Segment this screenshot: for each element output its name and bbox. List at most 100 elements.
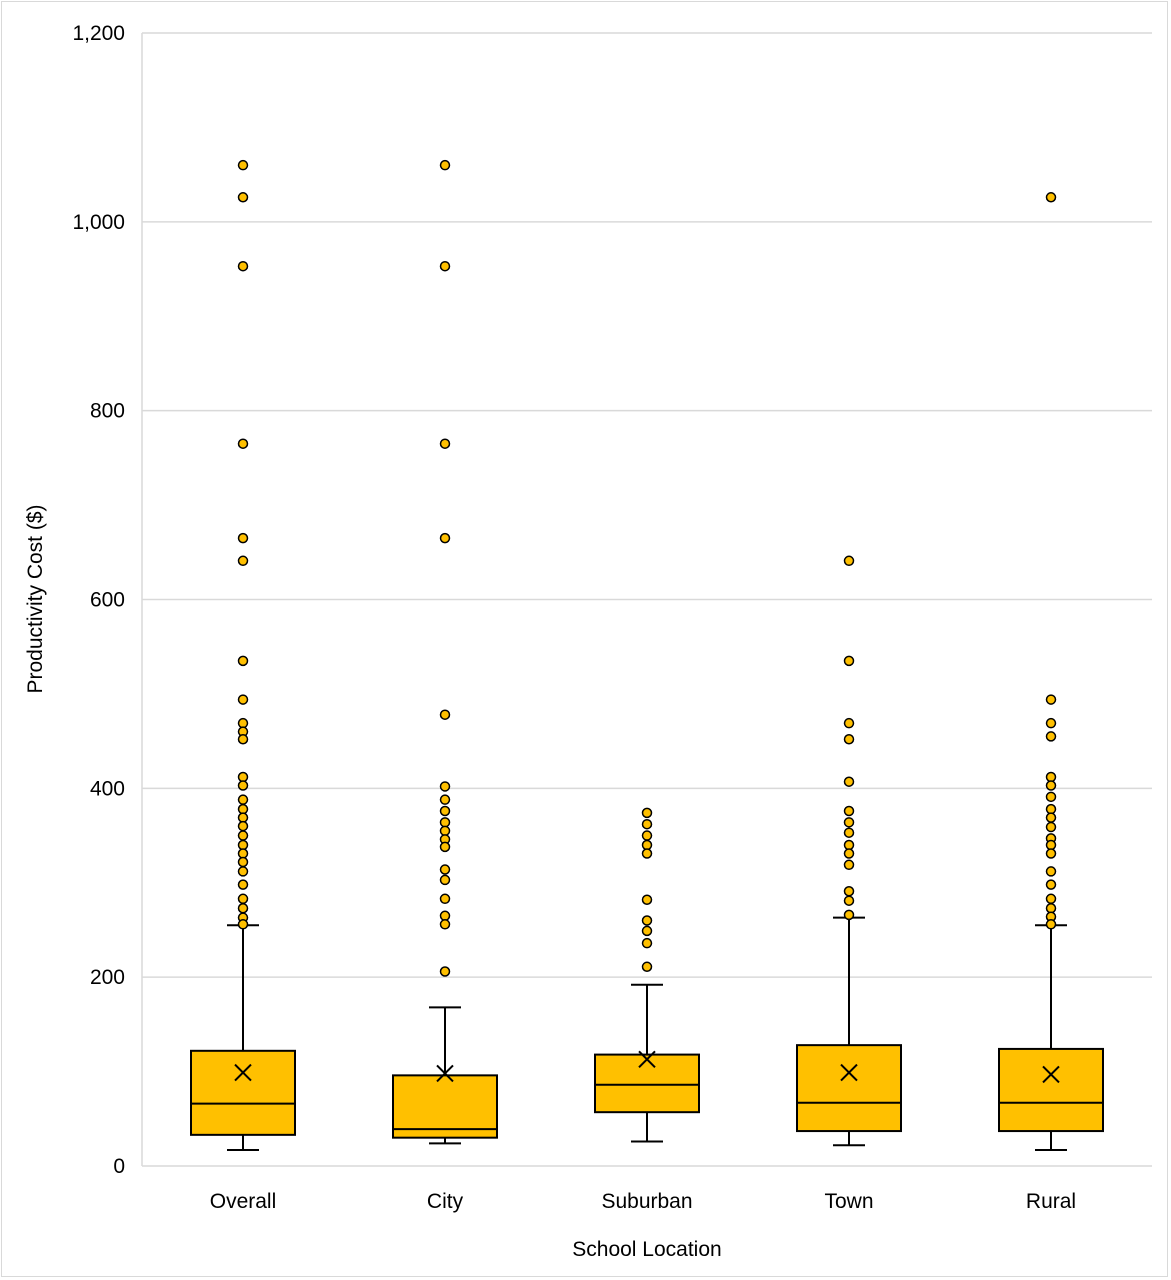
outlier-point (843, 655, 855, 667)
outlier-point (1045, 902, 1057, 914)
x-axis-title: School Location (572, 1238, 721, 1261)
outlier-point (237, 820, 249, 832)
outlier-point (439, 817, 451, 828)
x-tick-label: Rural (1026, 1190, 1076, 1213)
outlier-point (237, 532, 249, 544)
outlier-point (1045, 771, 1057, 783)
outlier-point (439, 893, 451, 905)
outlier-point (237, 794, 249, 805)
outlier-point (237, 780, 249, 791)
outlier-point (641, 915, 653, 926)
outlier-point (237, 839, 249, 851)
outlier-point (641, 937, 653, 949)
outlier-point (1045, 866, 1057, 877)
outlier-point (843, 848, 855, 859)
outlier-point (237, 260, 249, 272)
outlier-point (843, 859, 855, 871)
outlier-point (1045, 879, 1057, 890)
outlier-point (1045, 803, 1057, 815)
outlier-point (237, 438, 249, 449)
outlier-point (843, 885, 855, 897)
y-tick-label: 0 (113, 1155, 125, 1178)
outlier-point (439, 805, 451, 817)
outlier-point (439, 794, 451, 805)
outlier-point (439, 919, 451, 930)
outlier-point (843, 909, 855, 921)
y-axis-title: Productivity Cost ($) (24, 504, 47, 693)
outlier-point (237, 856, 249, 868)
outlier-point (1045, 694, 1057, 705)
outlier-point (641, 818, 653, 830)
outlier-point (843, 805, 855, 817)
outlier-point (237, 830, 249, 841)
outlier-point (1045, 812, 1057, 823)
y-tick-label: 400 (90, 777, 125, 800)
axis-labels: Productivity Cost ($) School Location 0 2… (24, 22, 1076, 1261)
outlier-point (439, 841, 451, 853)
outlier-point (439, 864, 451, 875)
outlier-point (237, 902, 249, 914)
outlier-point (641, 839, 653, 851)
outlier-point (439, 825, 451, 837)
outlier-point (641, 830, 653, 841)
outlier-point (843, 776, 855, 787)
outlier-point (1045, 192, 1057, 203)
outlier-point (237, 159, 249, 171)
iqr-box (190, 1049, 296, 1136)
mean-marker (234, 1063, 252, 1082)
outlier-point (1045, 893, 1057, 905)
outlier-point (641, 807, 653, 819)
outlier-point (237, 694, 249, 705)
outlier-point (237, 555, 249, 567)
outlier-point (1045, 839, 1057, 851)
outlier-point (439, 709, 451, 720)
y-tick-label: 600 (90, 589, 125, 612)
outlier-point (439, 532, 451, 544)
outlier-point (1045, 791, 1057, 803)
outlier-point (237, 919, 249, 930)
outlier-point (1045, 780, 1057, 791)
outlier-point (237, 192, 249, 203)
box-town (796, 555, 902, 1147)
y-tick-label: 800 (90, 400, 125, 423)
mean-marker (436, 1064, 454, 1083)
outlier-point (237, 879, 249, 890)
outlier-point (641, 894, 653, 905)
mean-marker (1042, 1065, 1060, 1084)
outlier-point (237, 803, 249, 815)
outlier-point (439, 438, 451, 449)
outlier-point (843, 839, 855, 851)
gridlines (142, 32, 1152, 978)
outlier-point (439, 874, 451, 886)
outlier-point (237, 717, 249, 729)
iqr-box (392, 1074, 498, 1139)
outlier-point (237, 733, 249, 745)
outlier-point (1045, 731, 1057, 742)
outlier-point (843, 733, 855, 745)
x-tick-label: City (427, 1190, 464, 1213)
outlier-point (843, 817, 855, 828)
outlier-point (237, 655, 249, 667)
outlier-point (843, 895, 855, 906)
outlier-point (843, 827, 855, 838)
outlier-point (439, 910, 451, 922)
outlier-point (237, 771, 249, 783)
outlier-point (843, 717, 855, 729)
outlier-point (1045, 919, 1057, 930)
iqr-box (594, 1053, 700, 1114)
outlier-point (1045, 821, 1057, 833)
outlier-point (237, 866, 249, 877)
outlier-point (641, 925, 653, 937)
outlier-point (843, 555, 855, 567)
iqr-box (796, 1044, 902, 1133)
outlier-point (439, 159, 451, 171)
x-tick-label: Overall (210, 1190, 277, 1213)
outlier-point (237, 848, 249, 859)
mean-marker (840, 1063, 858, 1082)
outlier-point (1045, 848, 1057, 859)
y-tick-label: 1,200 (72, 22, 125, 45)
box-city (392, 159, 498, 1145)
box-suburban (594, 807, 700, 1143)
